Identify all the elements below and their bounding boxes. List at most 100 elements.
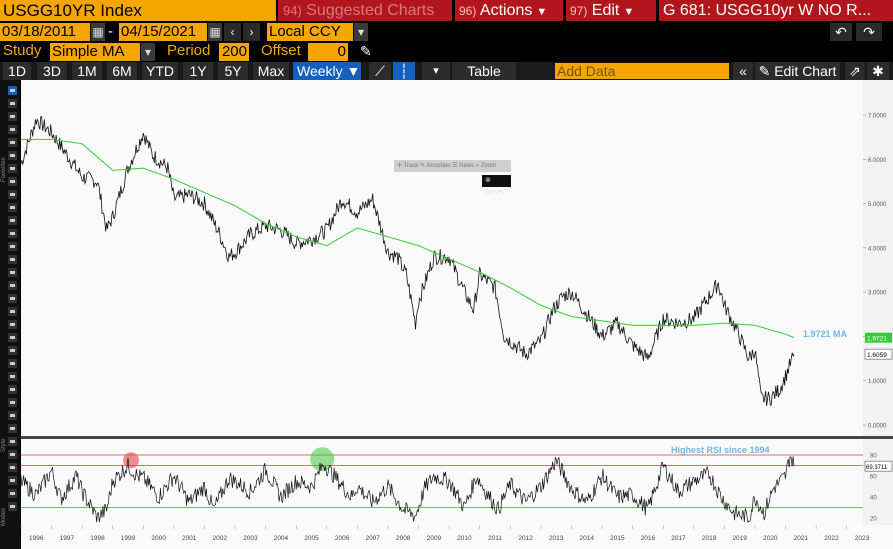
- rsi-tick-label: 80: [870, 454, 877, 460]
- rsi-last-tag: [864, 460, 893, 472]
- offset-field[interactable]: 0: [308, 43, 348, 61]
- period-6m[interactable]: 6M: [107, 62, 137, 80]
- tool-glyph: [10, 362, 15, 365]
- chevron-down-icon[interactable]: ▾: [354, 23, 368, 41]
- suggested-charts-button[interactable]: 94) Suggested Charts: [278, 0, 452, 21]
- ma-annotation: 1.9721 MA: [803, 329, 848, 339]
- price-panel-bg: [21, 80, 893, 436]
- x-tick-label: 2001: [182, 535, 197, 542]
- bar-chart-icon[interactable]: ┆: [393, 62, 415, 80]
- tool-glyph: [10, 102, 15, 105]
- export-icon[interactable]: ⇗: [845, 62, 865, 80]
- period-field[interactable]: 200: [219, 43, 249, 61]
- tool-glyph: [10, 271, 15, 274]
- mode-annotate[interactable]: Annotate: [426, 163, 451, 169]
- price-lines: [20, 115, 795, 406]
- chart-svg: Favorites Style Modes 0.00001.00002.0000…: [0, 80, 893, 549]
- chevron-down-icon[interactable]: ▾: [422, 62, 450, 80]
- chevron-down-icon: ▼: [536, 6, 548, 18]
- reset-button[interactable]: ⊗ Reset: [482, 175, 511, 196]
- period-max[interactable]: Max: [253, 62, 289, 80]
- undo-icon[interactable]: ↶: [830, 23, 852, 41]
- chevron-down-icon: ▼: [623, 6, 635, 18]
- mode-zoom[interactable]: Zoom: [480, 163, 497, 169]
- rsi-series-line: [20, 456, 795, 524]
- chart-mode-popup: ✢ Track ✎ Annotate ☰ News ⌕ Zoom ⊗ Reset: [394, 160, 511, 196]
- x-tick-label: 2002: [213, 535, 228, 542]
- actions-menu[interactable]: 96) Actions ▼: [455, 0, 563, 21]
- price-tick-label: 4.0000: [868, 246, 887, 252]
- tool-glyph: [10, 245, 15, 248]
- rsi-tick-label: 60: [870, 475, 877, 481]
- x-tick-label: 2022: [824, 535, 839, 542]
- start-date-field[interactable]: 03/18/2011: [0, 23, 90, 41]
- add-data-input[interactable]: Add Data: [555, 63, 729, 79]
- edit-chart-label: Edit Chart: [774, 63, 837, 79]
- tool-glyph: [10, 349, 15, 352]
- x-tick-label: 2011: [488, 535, 502, 542]
- actions-number: 96): [459, 4, 477, 18]
- gear-icon[interactable]: ✱: [867, 62, 889, 80]
- edit-chart-button[interactable]: ✎ Edit Chart: [755, 62, 840, 80]
- tool-glyph: [10, 297, 15, 300]
- period-1m[interactable]: 1M: [72, 62, 102, 80]
- prev-range-button[interactable]: ‹: [224, 23, 241, 41]
- x-tick-label: 2014: [580, 535, 595, 542]
- price-tick-label: 3.0000: [868, 291, 887, 297]
- period-3d[interactable]: 3D: [37, 62, 67, 80]
- offset-label: Offset: [261, 42, 301, 59]
- frequency-dropdown[interactable]: Weekly ▼: [293, 62, 361, 80]
- study-label: Study: [3, 42, 42, 59]
- rsi-tick-label: 40: [870, 496, 877, 502]
- pencil-icon[interactable]: ✎: [360, 43, 372, 59]
- period-ytd[interactable]: YTD: [142, 62, 178, 80]
- chart-title[interactable]: G 681: USGG10yr W NO R...: [659, 0, 893, 21]
- collapse-icon[interactable]: «: [733, 62, 753, 80]
- x-tick-label: 2015: [610, 535, 625, 542]
- next-range-button[interactable]: ›: [243, 23, 260, 41]
- last-price-tag: [864, 348, 893, 360]
- mode-news[interactable]: News: [459, 163, 475, 169]
- tool-glyph: [10, 180, 15, 183]
- reset-label: Reset: [485, 189, 504, 196]
- tool-glyph: [10, 453, 15, 456]
- tool-glyph: [10, 401, 15, 404]
- x-tick-label: 2020: [763, 535, 778, 542]
- x-tick-label: 2003: [243, 535, 258, 542]
- table-button[interactable]: Table: [452, 62, 516, 80]
- ticker-field[interactable]: USGG10YR Index: [0, 0, 276, 21]
- period-1y[interactable]: 1Y: [183, 62, 213, 80]
- tool-glyph: [10, 310, 15, 313]
- title-bar: USGG10YR Index 94) Suggested Charts 96) …: [0, 0, 893, 21]
- tool-sidebar-icons: [8, 86, 17, 511]
- tool-glyph: [10, 492, 15, 495]
- mode-track[interactable]: Track: [403, 163, 419, 169]
- x-tick-label: 2010: [457, 535, 472, 542]
- x-tick-label: 2017: [671, 535, 686, 542]
- period-1d[interactable]: 1D: [3, 62, 31, 80]
- line-chart-icon[interactable]: ⟋: [369, 62, 391, 80]
- study-type-dropdown[interactable]: Simple MA: [50, 43, 140, 61]
- panel-divider[interactable]: [21, 436, 893, 439]
- ma-value-tag: [865, 332, 892, 343]
- tool-glyph: [10, 167, 15, 170]
- x-axis-bg: [21, 525, 893, 549]
- calendar-icon[interactable]: ▦: [91, 23, 105, 41]
- price-tick-label: 5.0000: [868, 202, 887, 208]
- tool-glyph: [10, 440, 15, 443]
- tool-glyph: [10, 193, 15, 196]
- x-tick-label: 2021: [794, 535, 809, 542]
- edit-menu[interactable]: 97) Edit ▼: [566, 0, 656, 21]
- chevron-down-icon[interactable]: ▾: [141, 43, 155, 61]
- end-date-field[interactable]: 04/15/2021: [119, 23, 207, 41]
- rsi-highlight-red: [123, 452, 140, 469]
- x-tick-label: 2008: [396, 535, 411, 542]
- calendar-icon[interactable]: ▦: [208, 23, 222, 41]
- rsi-tick-label: 20: [870, 517, 877, 523]
- redo-icon[interactable]: ↷: [856, 23, 882, 41]
- x-tick-label: 2023: [855, 535, 870, 542]
- x-tick-label: 1996: [29, 535, 44, 542]
- currency-dropdown[interactable]: Local CCY: [267, 23, 353, 41]
- ma-value-label: 1.9721: [867, 336, 887, 343]
- period-5y[interactable]: 5Y: [218, 62, 248, 80]
